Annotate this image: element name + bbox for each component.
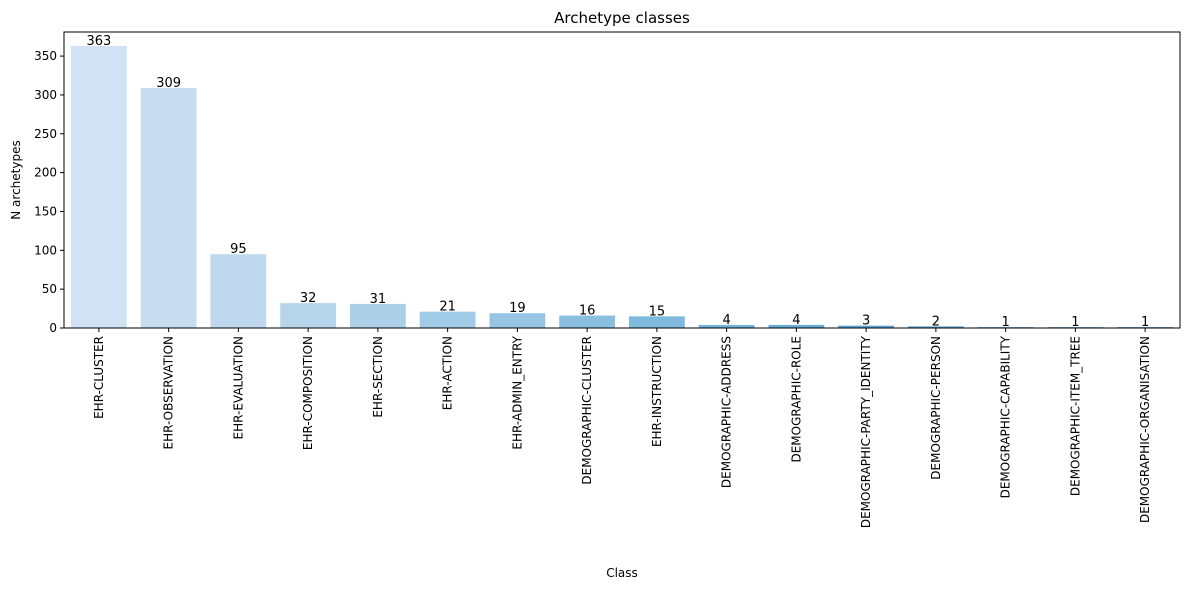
x-tick-label: EHR-SECTION xyxy=(371,336,385,418)
data-label: 32 xyxy=(300,291,317,306)
data-label: 15 xyxy=(649,304,666,319)
bar xyxy=(907,326,964,328)
bar xyxy=(768,324,825,328)
data-label: 3 xyxy=(862,314,870,329)
data-label: 1 xyxy=(1071,315,1079,330)
x-tick-label: EHR-INSTRUCTION xyxy=(650,336,664,447)
x-tick-label: EHR-OBSERVATION xyxy=(162,336,176,449)
y-tick-label: 200 xyxy=(34,166,57,180)
bar xyxy=(628,316,685,328)
data-label: 1 xyxy=(1001,315,1009,330)
x-tick-label: DEMOGRAPHIC-PARTY_IDENTITY xyxy=(859,335,873,528)
data-label: 309 xyxy=(156,76,181,91)
data-label: 21 xyxy=(439,300,456,315)
bar xyxy=(280,303,337,328)
bar xyxy=(210,254,267,328)
bar xyxy=(559,315,616,328)
data-label: 95 xyxy=(230,242,247,257)
data-label: 4 xyxy=(792,313,800,328)
y-axis-label: N archetypes xyxy=(9,140,23,219)
data-label: 1 xyxy=(1141,315,1149,330)
x-tick-label: DEMOGRAPHIC-ITEM_TREE xyxy=(1068,336,1082,496)
bar xyxy=(349,303,406,328)
x-tick-label: DEMOGRAPHIC-ADDRESS xyxy=(720,336,734,488)
data-label: 16 xyxy=(579,304,596,319)
x-tick-label: EHR-ADMIN_ENTRY xyxy=(510,335,524,449)
bar xyxy=(70,45,127,328)
x-tick-label: DEMOGRAPHIC-ORGANISATION xyxy=(1138,336,1152,523)
y-tick-label: 50 xyxy=(42,282,57,296)
x-axis: EHR-CLUSTER EHR-OBSERVATION EHR-EVALUATION… xyxy=(92,328,1152,528)
y-tick-label: 0 xyxy=(49,321,57,335)
y-tick-label: 350 xyxy=(34,49,57,63)
x-tick-label: EHR-COMPOSITION xyxy=(301,336,315,450)
x-tick-label: EHR-EVALUATION xyxy=(231,336,245,439)
data-label: 19 xyxy=(509,301,526,316)
plot-frame xyxy=(63,31,1181,329)
x-tick-label: DEMOGRAPHIC-PERSON xyxy=(929,336,943,480)
x-tick-label: EHR-ACTION xyxy=(441,336,455,410)
data-label: 2 xyxy=(932,314,940,329)
bar xyxy=(419,311,476,328)
data-label: 4 xyxy=(722,313,730,328)
bar xyxy=(838,325,895,328)
y-tick-label: 300 xyxy=(34,88,57,102)
data-label: 31 xyxy=(370,292,387,307)
x-axis-label: Class xyxy=(606,566,638,580)
bar xyxy=(140,87,197,328)
data-label: 363 xyxy=(86,34,111,49)
x-tick-label: DEMOGRAPHIC-ROLE xyxy=(789,336,803,463)
bar xyxy=(698,324,755,328)
x-tick-label: EHR-CLUSTER xyxy=(92,336,106,419)
x-tick-label: DEMOGRAPHIC-CAPABILITY xyxy=(999,335,1013,498)
chart-title: Archetype classes xyxy=(554,9,690,27)
bar xyxy=(489,313,546,328)
y-tick-label: 150 xyxy=(34,204,57,218)
y-tick-label: 100 xyxy=(34,243,57,257)
y-tick-label: 250 xyxy=(34,127,57,141)
x-tick-label: DEMOGRAPHIC-CLUSTER xyxy=(580,336,594,485)
bars-group xyxy=(70,45,1174,328)
y-axis: 0 50 100 150 200 250 300 350 xyxy=(34,49,64,335)
